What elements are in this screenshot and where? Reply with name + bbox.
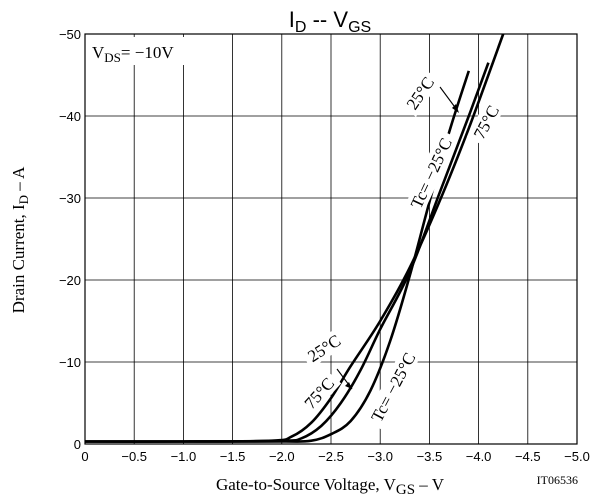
x-tick-label: −3.0	[367, 449, 393, 464]
x-tick-label: −5.0	[564, 449, 590, 464]
upper-75-bg	[466, 97, 506, 147]
condition-val: = −10V	[121, 43, 174, 62]
y-axis-label: Drain Current, ID – A	[9, 166, 31, 314]
grid-lines	[85, 34, 577, 444]
curve-group	[84, 33, 505, 443]
condition-label: VDS= −10V	[92, 43, 174, 65]
y-tick-label: −50	[59, 27, 81, 42]
lower-arrow-head	[345, 382, 352, 389]
plot-frame	[84, 33, 578, 445]
y-tick-label: −40	[59, 109, 81, 124]
x-tick-label: −1.0	[171, 449, 197, 464]
title-main-sub: D	[295, 19, 307, 36]
curve-tc-75	[84, 33, 505, 443]
upper-arrow-head	[452, 104, 459, 113]
y-tick-labels: 0 −10 −20 −30 −40 −50	[59, 27, 81, 452]
y-tick-label: 0	[74, 437, 81, 452]
upper-25-bg	[399, 69, 441, 117]
lower-tc-bg	[363, 344, 423, 430]
y-tick-label: −10	[59, 355, 81, 370]
title-sep: --	[313, 7, 328, 32]
curve-tc-25	[84, 62, 490, 443]
condition-sub: DS	[104, 50, 121, 65]
condition-main: V	[92, 43, 105, 62]
upper-tc-bg	[403, 129, 459, 217]
x-tick-label: −2.5	[318, 449, 344, 464]
x-axis-label: Gate-to-Source Voltage, VGS – V	[216, 475, 445, 498]
annotation-group: 25°C 75°C Tc= −25°C 25°C 75°C Tc= −25°C	[296, 69, 506, 430]
x-tick-label: −4.5	[515, 449, 541, 464]
condition-box	[88, 37, 198, 65]
x-tick-label: −4.0	[466, 449, 492, 464]
x-tick-label: −3.5	[417, 449, 443, 464]
x-tick-labels: 0 −0.5 −1.0 −1.5 −2.0 −2.5 −3.0 −3.5 −4.0 −4.5 −5.…	[81, 449, 589, 464]
lower-tc-label: Tc= −25°C	[367, 350, 419, 425]
title-var: V	[333, 7, 348, 32]
curve-tc-minus25	[85, 70, 471, 443]
lower-25-bg	[300, 327, 348, 369]
x-tick-label: −2.0	[269, 449, 295, 464]
title-var-sub: GS	[348, 19, 371, 36]
x-tick-label: 0	[81, 449, 88, 464]
chart-title: ID -- VGS	[289, 7, 371, 36]
y-tick-label: −30	[59, 191, 81, 206]
lower-75-bg	[296, 369, 342, 417]
title-main: I	[289, 7, 295, 32]
x-tick-label: −0.5	[121, 449, 147, 464]
x-tick-label: −1.5	[220, 449, 246, 464]
figure-id: IT06536	[537, 473, 578, 487]
y-tick-label: −20	[59, 273, 81, 288]
upper-tc-label: Tc= −25°C	[407, 135, 456, 211]
